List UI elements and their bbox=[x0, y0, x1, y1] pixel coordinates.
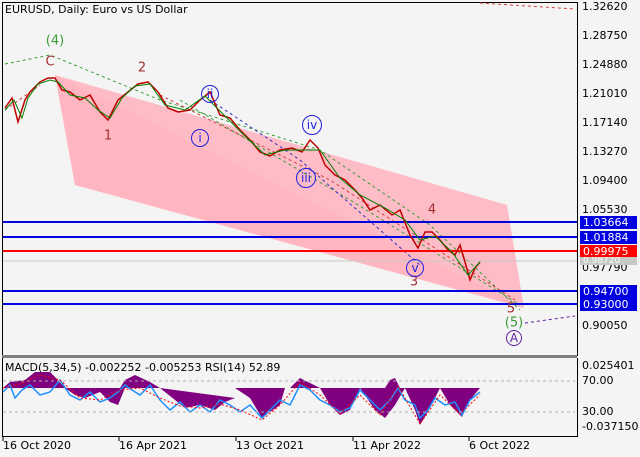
green-trendline-upper bbox=[4, 54, 521, 311]
price-tag-bid: 0.98720 bbox=[580, 257, 637, 265]
indicator-label: -0.037150 bbox=[582, 420, 639, 433]
price-label: 1.28750 bbox=[582, 29, 628, 42]
pane-separator[interactable] bbox=[2, 355, 577, 358]
rsi-line bbox=[2, 378, 481, 420]
wave-label-i: i bbox=[191, 129, 209, 147]
red-trendline-top bbox=[479, 2, 576, 10]
red-trendline bbox=[159, 94, 516, 301]
price-series-green bbox=[4, 79, 481, 276]
time-label: 11 Apr 2022 bbox=[353, 439, 422, 452]
wave-label-iv: iv bbox=[302, 115, 322, 135]
indicator-label: 0.025401 bbox=[582, 359, 635, 372]
price-tag-099975: 0.99975 bbox=[580, 245, 637, 258]
wave-label-2: 2 bbox=[137, 60, 147, 76]
wave-label-major-5: (5) bbox=[504, 315, 524, 331]
time-label: 13 Oct 2021 bbox=[236, 439, 305, 452]
indicator-label: 70.00 bbox=[582, 374, 614, 387]
wave-label-c: C bbox=[45, 54, 55, 70]
indicator-title: MACD(5,34,5) -0.002252 -0.005253 RSI(14)… bbox=[5, 361, 281, 374]
time-axis-ticks bbox=[2, 436, 470, 441]
chart-title: EURUSD, Daily: Euro vs US Dollar bbox=[5, 3, 188, 16]
price-label: 1.13270 bbox=[582, 145, 628, 158]
signal-line bbox=[2, 374, 481, 425]
green-trendline-lower bbox=[179, 99, 521, 306]
macd-histogram bbox=[3, 372, 480, 425]
price-label: 1.21010 bbox=[582, 87, 628, 100]
wave-label-5: 5 bbox=[506, 301, 516, 317]
time-label: 16 Apr 2021 bbox=[119, 439, 188, 452]
price-tag-093000: 0.93000 bbox=[580, 298, 637, 311]
wave-label-ii: ii bbox=[201, 85, 219, 103]
wave-label-a: A bbox=[506, 330, 522, 346]
time-label: 6 Oct 2022 bbox=[469, 439, 531, 452]
price-label: 1.09400 bbox=[582, 174, 628, 187]
wave-label-iii: iii bbox=[296, 168, 316, 188]
time-label: 16 Oct 2020 bbox=[3, 439, 72, 452]
blue-trendline bbox=[209, 99, 421, 266]
wave-label-3: 3 bbox=[409, 274, 419, 290]
price-tag-103664: 1.03664 bbox=[580, 216, 637, 229]
wedge-fill bbox=[55, 75, 512, 304]
price-label: 0.90050 bbox=[582, 319, 628, 332]
indicator-pane[interactable] bbox=[2, 358, 578, 437]
price-tag-101884: 1.01884 bbox=[580, 231, 637, 244]
red-trendline-left bbox=[4, 84, 41, 111]
price-label: 1.05530 bbox=[582, 203, 628, 216]
price-label: 1.24880 bbox=[582, 58, 628, 71]
wave-label-v: v bbox=[406, 259, 424, 277]
price-label: 1.17140 bbox=[582, 116, 628, 129]
purple-projection bbox=[524, 315, 576, 324]
wave-label-1: 1 bbox=[103, 128, 113, 144]
price-tag-094700: 0.94700 bbox=[580, 285, 637, 298]
wave-label-4: 4 bbox=[427, 202, 437, 218]
price-label: 1.32620 bbox=[582, 0, 628, 13]
indicator-label: 30.00 bbox=[582, 405, 614, 418]
wave-label-major-4: (4) bbox=[45, 33, 65, 49]
